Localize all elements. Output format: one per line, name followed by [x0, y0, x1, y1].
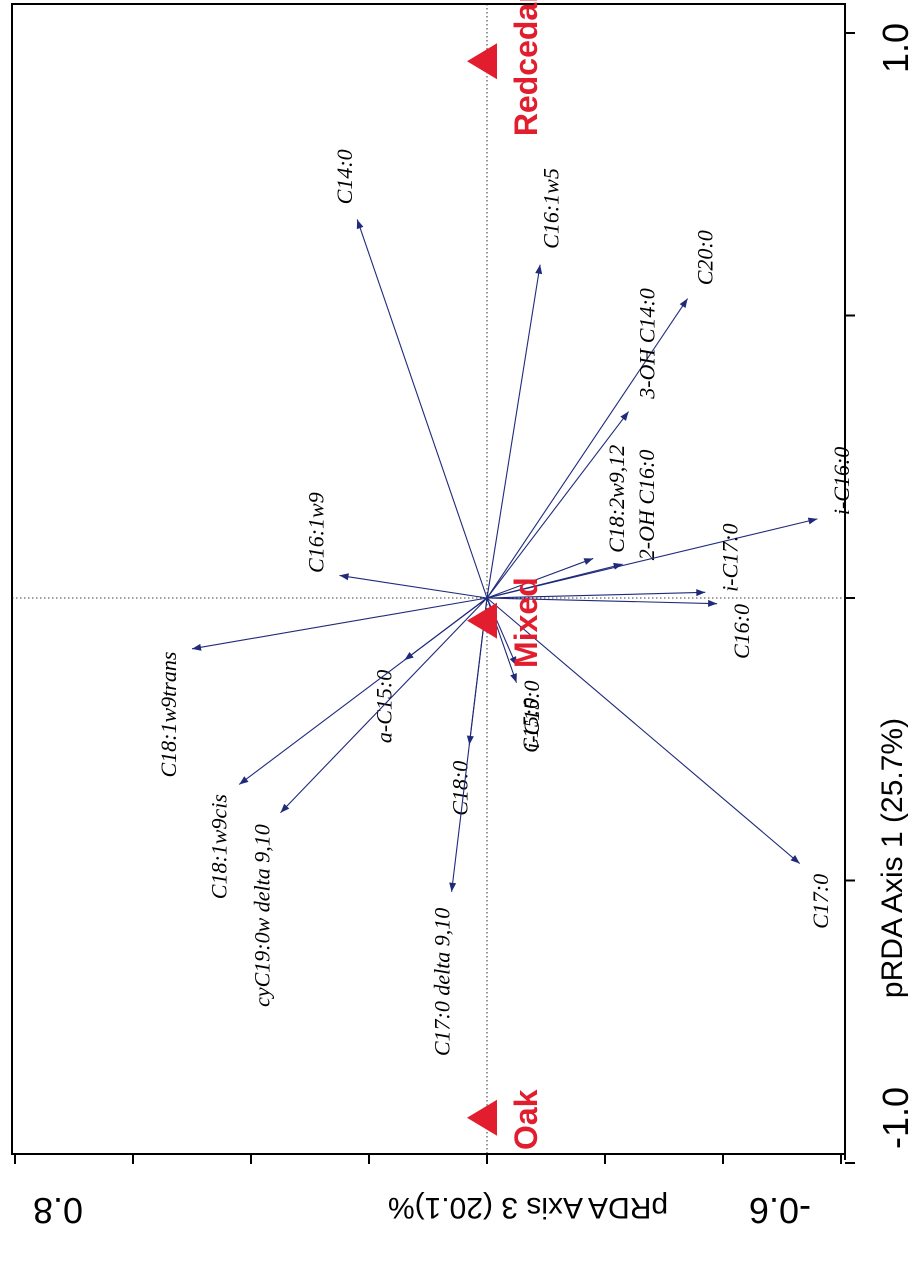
vector-arrowhead — [280, 803, 290, 813]
vector-arrow — [486, 557, 594, 599]
site-layer: Redcedar Mixed Oak — [467, 0, 544, 1150]
vector-arrow — [486, 597, 801, 864]
site-marker — [467, 43, 497, 80]
axis3-title: pRDA Axis 3 (20.1)% — [388, 1191, 668, 1224]
vector-label: i-C15:0 — [519, 680, 544, 748]
vector-label: i-C16:0 — [829, 447, 854, 515]
vector-label: C15:0 — [518, 698, 543, 753]
vector-arrowhead — [807, 517, 818, 525]
vector-label: C17:0 — [808, 874, 833, 929]
vector-arrow — [191, 597, 488, 650]
vector-label: C18:1w9cis — [206, 794, 231, 899]
site-marker — [467, 602, 497, 639]
vector-arrowhead — [449, 882, 457, 892]
vector-label: C14:0 — [332, 149, 357, 204]
vector-arrowhead — [510, 673, 517, 683]
axis3-tick-label-min: -0.6 — [749, 1190, 811, 1231]
site-marker — [467, 1099, 497, 1136]
vector-label: C18:2w9,12 — [604, 445, 629, 553]
axis3-tick-label-max: 0.8 — [33, 1190, 83, 1231]
vector-label: C18:0 — [447, 761, 472, 816]
axis1-title: pRDA Axis 1 (25.7%) — [876, 718, 909, 998]
vector-arrow — [356, 219, 488, 599]
vector-label: cyC19:0w delta 9,10 — [249, 824, 274, 1007]
vector-arrowhead — [339, 573, 349, 581]
vector-arrowhead — [356, 219, 364, 230]
vector-arrowhead — [679, 298, 688, 308]
vector-arrowhead — [239, 776, 249, 785]
vector-arrowhead — [790, 855, 800, 864]
vector-arrowhead — [583, 558, 594, 565]
site-label: Mixed — [508, 577, 544, 668]
vector-layer: C14:0 C16:1w5 C20:0 3-OH C14:0 C18:2w9,12 2-O… — [156, 149, 854, 1056]
axis-ticks — [14, 32, 855, 1164]
axis1-tick-label-max: 1.0 — [875, 23, 916, 73]
vector-arrow — [238, 597, 488, 785]
vector-label: 2-OH C16:0 — [634, 450, 659, 561]
vector-arrow — [486, 264, 541, 599]
site-label: Oak — [508, 1089, 544, 1150]
vector-arrow — [339, 574, 488, 599]
vector-arrowhead — [509, 656, 517, 666]
vector-arrow — [486, 591, 706, 599]
vector-label: C20:0 — [693, 230, 718, 285]
axis1-tick-label-min: -1.0 — [875, 1087, 916, 1149]
vector-arrow — [280, 597, 488, 814]
vector-arrowhead — [535, 264, 543, 275]
vector-arrowhead — [192, 643, 202, 651]
vector-arrow — [486, 597, 718, 605]
vector-arrow — [486, 518, 818, 599]
vector-label: 3-OH C14:0 — [634, 288, 659, 400]
vector-label: C16:0 — [729, 604, 754, 659]
vector-arrow — [486, 298, 689, 599]
vector-label: C17:0 delta 9,10 — [430, 908, 455, 1056]
vector-arrowhead — [708, 599, 718, 607]
site-label: Redcedar — [508, 0, 544, 136]
vector-arrowhead — [620, 411, 629, 421]
vector-label: C18:1w9trans — [156, 652, 181, 778]
vector-label: a-C15:0 — [372, 670, 397, 743]
vector-arrow — [451, 597, 488, 892]
vector-label: i-C17:0 — [717, 523, 742, 591]
vector-label: C16:1w9 — [304, 492, 329, 573]
vector-arrowhead — [696, 589, 706, 597]
vector-arrow — [486, 411, 630, 599]
vector-label: C16:1w5 — [539, 168, 564, 249]
